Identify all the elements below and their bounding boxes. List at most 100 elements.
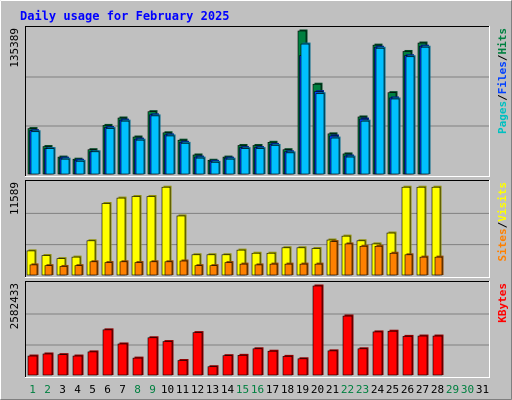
panel-visits-visits-bar-face xyxy=(282,247,290,275)
panel-hits-pages-bar-outline xyxy=(180,143,190,175)
panel-visits-sites-bar-outline xyxy=(179,260,188,276)
panel-hits-pages-bar-outline xyxy=(300,43,310,175)
panel-hits-pages-bar-face xyxy=(136,140,144,174)
panel-hits-pages-bar xyxy=(390,97,401,175)
day-label: 24 xyxy=(371,383,385,396)
panel-visits-sites-bar-face xyxy=(240,264,247,275)
panel-hits-pages-bar-outline xyxy=(30,131,40,175)
panel-visits-visits-bar-face xyxy=(417,187,425,275)
panel-kbytes-kbytes-bar-face xyxy=(163,341,172,375)
panel-kbytes-kbytes-bar-face xyxy=(403,336,412,375)
panel-kbytes-kbytes-bar-outline xyxy=(132,357,143,376)
panel-visits-sites-bar-outline xyxy=(224,262,233,276)
panel-hits-pages-bar xyxy=(135,138,146,175)
panel-visits-sites-bar-face xyxy=(420,257,427,275)
legend-entry: / xyxy=(496,94,509,101)
panel-kbytes-kbytes-bar-face xyxy=(73,356,82,375)
panel-kbytes-kbytes-bar xyxy=(432,334,444,376)
panel-hits-pages-bar xyxy=(180,141,191,175)
panel-hits-pages-bar-face xyxy=(31,131,39,174)
panel-visits-sites-bar-face xyxy=(195,265,202,275)
panel-visits-sites-bar xyxy=(389,251,399,276)
panel-kbytes-kbytes-bar-outline xyxy=(267,350,278,376)
panel-kbytes-kbytes-bar-face xyxy=(238,355,247,375)
panel-hits-pages-bar-face xyxy=(151,115,159,174)
panel-kbytes-kbytes-bar xyxy=(132,356,144,376)
panel-visits-sites-bar-outline xyxy=(329,241,338,276)
panel-kbytes-kbytes-bar-outline xyxy=(312,285,323,376)
panel-kbytes-kbytes-bar-face xyxy=(58,354,67,375)
panel-visits-sites-bar-face xyxy=(405,254,412,275)
panel-visits-sites-bar-face xyxy=(330,241,337,275)
panel-hits-pages-bar-outline xyxy=(75,161,85,175)
panel-hits-pages-bar-face xyxy=(91,151,99,174)
panel-hits-pages-bar-face xyxy=(196,158,204,174)
day-label: 28 xyxy=(431,383,444,396)
panel-hits-ymax-label: 135389 xyxy=(8,28,21,68)
panel-visits-sites-bar xyxy=(59,264,69,276)
panel-visits-sites-bar-face xyxy=(135,262,142,275)
panel-visits-sites-bar-outline xyxy=(134,262,143,276)
panel-kbytes-kbytes-bar xyxy=(117,342,129,376)
panel-visits-sites-bar-face xyxy=(165,261,172,275)
panel-visits-sites-bar-face xyxy=(60,266,67,275)
panel-hits-pages-bar-outline xyxy=(45,148,55,175)
panel-kbytes-kbytes-bar xyxy=(372,330,384,376)
panel-hits-pages-bar xyxy=(165,134,176,175)
panel-visits-sites-bar xyxy=(44,264,54,276)
panel-kbytes-kbytes-bar xyxy=(147,336,159,376)
panel-hits-pages-bar-outline xyxy=(195,157,205,175)
day-label: 20 xyxy=(311,383,324,396)
day-label: 21 xyxy=(326,383,339,396)
panel-kbytes-kbytes-bar-face xyxy=(358,348,367,375)
panel-visits-sites-bar xyxy=(239,262,249,276)
panel-hits-pages-bar-face xyxy=(406,56,414,174)
panel-visits-sites-bar xyxy=(314,262,324,276)
day-label: 22 xyxy=(341,383,354,396)
panel-visits-sites-bar-face xyxy=(315,264,322,275)
panel-hits-pages-bar xyxy=(105,127,116,175)
panel-kbytes-kbytes-bar-face xyxy=(433,336,442,375)
panel-hits-pages-bar-face xyxy=(316,93,324,174)
panel-kbytes-kbytes-bar-face xyxy=(253,348,262,375)
panel-hits-pages-bar xyxy=(120,119,131,175)
panel-kbytes-kbytes-bar xyxy=(192,331,204,376)
panel-visits-sites-bar-face xyxy=(255,264,262,275)
panel-kbytes-kbytes-bar-face xyxy=(388,331,397,375)
panel-hits-pages-bar-face xyxy=(76,161,84,174)
panel-kbytes-kbytes-bar-face xyxy=(118,343,127,375)
day-label: 8 xyxy=(134,383,141,396)
panel-visits-sites-bar-outline xyxy=(119,261,128,276)
panel-visits-sites-bar-outline xyxy=(149,261,158,276)
day-label: 2 xyxy=(44,383,51,396)
day-label: 31 xyxy=(476,383,489,396)
panel-kbytes-kbytes-bar-face xyxy=(373,331,382,375)
day-label: 13 xyxy=(206,383,219,396)
panel-kbytes-kbytes-bar-outline xyxy=(417,335,428,376)
panel-visits-sites-bar xyxy=(179,259,189,276)
panel-hits-pages-bar xyxy=(345,155,356,175)
panel-kbytes-kbytes-bar-outline xyxy=(222,355,233,376)
panel-kbytes-kbytes-bar xyxy=(402,334,414,376)
panel-kbytes-kbytes-bar-face xyxy=(43,353,52,375)
panel-kbytes-kbytes-bar-outline xyxy=(177,360,188,376)
panel-kbytes-kbytes-bar xyxy=(357,347,369,376)
panel-kbytes-kbytes-bar-outline xyxy=(252,348,263,376)
panel-visits-sites-bar-outline xyxy=(419,256,428,276)
panel-kbytes-kbytes-bar xyxy=(342,314,354,376)
panel-visits-sites-bar xyxy=(344,242,354,276)
panel-visits-sites-bar xyxy=(89,260,99,276)
panel-kbytes-kbytes-bar xyxy=(267,349,279,376)
panel-kbytes-kbytes-bar-outline xyxy=(87,351,98,376)
panel-hits-pages-bar-outline xyxy=(60,158,70,175)
panel-visits-sites-bar-outline xyxy=(359,245,368,276)
panel-hits-pages-bar-outline xyxy=(225,158,235,175)
panel-kbytes-kbytes-bar-outline xyxy=(162,341,173,376)
panel-hits-pages-bar-outline xyxy=(405,56,415,175)
panel-visits-sites-bar xyxy=(74,264,84,276)
panel-hits-pages-bar xyxy=(375,46,386,175)
chart-title: Daily usage for February 2025 xyxy=(20,9,230,23)
panel-hits-pages-bar-outline xyxy=(420,46,430,175)
panel-hits-pages-bar-outline xyxy=(270,145,280,175)
panel-kbytes-kbytes-bar-face xyxy=(298,358,307,375)
